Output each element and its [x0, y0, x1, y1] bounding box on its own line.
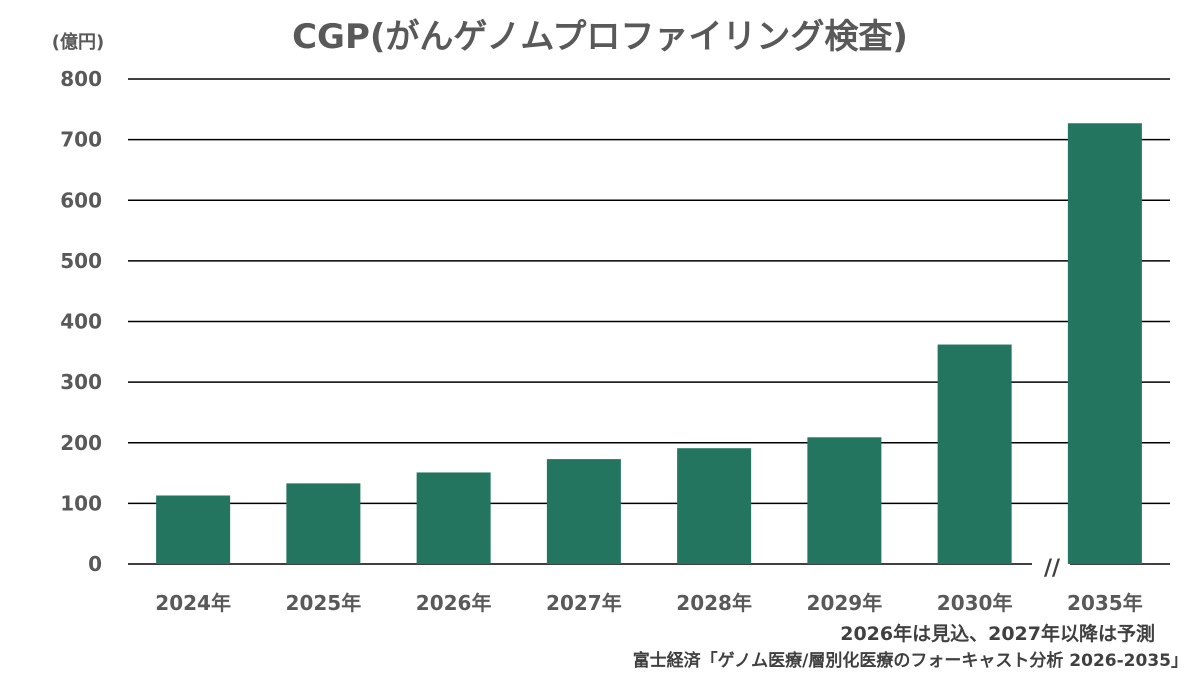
chart-title: CGP(がんゲノムプロファイリング検査)	[292, 17, 908, 57]
x-axis-ticks: 2024年 2025年 2026年 2027年 2028年 2029年 2030年 2035年	[155, 591, 1142, 615]
forecast-note: 2026年は見込、2027年以降は予測	[840, 622, 1155, 645]
y-tick-label: 0	[88, 552, 102, 576]
y-tick-label: 300	[60, 370, 102, 394]
bar	[286, 483, 361, 564]
bar	[937, 344, 1012, 564]
x-tick-label: 2026年	[416, 591, 492, 615]
bar	[677, 448, 752, 564]
bar	[416, 472, 491, 564]
bar	[1067, 123, 1142, 564]
y-tick-label: 700	[60, 128, 102, 152]
source-note: 富士経済「ゲノム医療/層別化医療のフォーキャスト分析 2026-2035」	[633, 650, 1188, 671]
bar	[546, 459, 621, 564]
bar	[156, 495, 231, 564]
axis-break-gap	[1032, 556, 1070, 572]
axis-break-mark: //	[1044, 556, 1061, 581]
gridlines	[128, 78, 1170, 572]
x-tick-label: 2028年	[676, 591, 752, 615]
x-tick-label: 2027年	[546, 591, 622, 615]
y-tick-label: 800	[60, 67, 102, 91]
y-tick-label: 100	[60, 491, 102, 515]
y-axis-ticks: 0 100 200 300 400 500 600 700 800	[60, 67, 102, 576]
bar	[807, 437, 882, 564]
y-tick-label: 200	[60, 431, 102, 455]
y-tick-label: 600	[60, 188, 102, 212]
y-unit-label: (億円)	[52, 31, 104, 53]
y-tick-label: 500	[60, 249, 102, 273]
x-tick-label: 2029年	[807, 591, 883, 615]
x-tick-label: 2025年	[286, 591, 362, 615]
x-tick-label: 2024年	[155, 591, 231, 615]
y-tick-label: 400	[60, 310, 102, 334]
x-tick-label: 2035年	[1067, 591, 1143, 615]
x-tick-label: 2030年	[937, 591, 1013, 615]
bars	[156, 123, 1142, 564]
